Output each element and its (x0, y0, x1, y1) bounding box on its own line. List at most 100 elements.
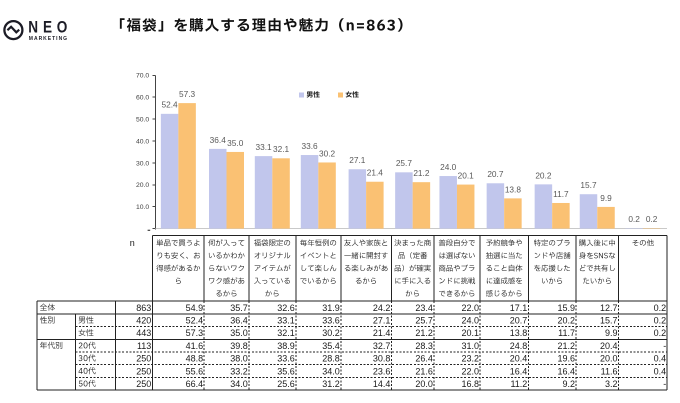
svg-text:30.8: 30.8 (373, 354, 391, 364)
svg-text:15.7: 15.7 (580, 180, 597, 190)
svg-text:20.2: 20.2 (557, 316, 575, 326)
svg-text:14.4: 14.4 (373, 379, 391, 389)
svg-text:28.8: 28.8 (322, 354, 340, 364)
svg-text:24.2: 24.2 (373, 303, 391, 313)
svg-text:21.2: 21.2 (415, 328, 433, 338)
svg-text:26.4: 26.4 (415, 354, 433, 364)
svg-text:15.7: 15.7 (600, 316, 618, 326)
svg-text:38.9: 38.9 (277, 341, 295, 351)
svg-text:13.8: 13.8 (505, 184, 522, 194)
svg-text:24.0: 24.0 (440, 162, 457, 172)
svg-text:34.0: 34.0 (230, 379, 248, 389)
svg-text:31.2: 31.2 (322, 379, 340, 389)
svg-text:15.9: 15.9 (557, 303, 575, 313)
svg-text:11.7: 11.7 (558, 328, 575, 338)
svg-text:17.1: 17.1 (510, 303, 528, 313)
svg-text:MARKETING: MARKETING (29, 36, 68, 42)
svg-text:0.2: 0.2 (654, 316, 667, 326)
svg-text:38.0: 38.0 (230, 354, 248, 364)
svg-text:41.6: 41.6 (186, 341, 204, 351)
svg-text:23.4: 23.4 (415, 303, 433, 313)
svg-text:35.4: 35.4 (322, 341, 340, 351)
svg-text:70.0: 70.0 (136, 73, 149, 80)
svg-text:33.6: 33.6 (301, 141, 318, 151)
svg-text:19.6: 19.6 (557, 354, 575, 364)
svg-text:250: 250 (136, 366, 151, 376)
svg-text:n: n (130, 238, 135, 248)
svg-text:57.3: 57.3 (186, 328, 204, 338)
svg-text:25.6: 25.6 (277, 379, 295, 389)
svg-text:0.2: 0.2 (654, 328, 667, 338)
svg-text:12.7: 12.7 (600, 303, 618, 313)
svg-text:52.4: 52.4 (162, 100, 179, 110)
svg-text:9.2: 9.2 (562, 379, 575, 389)
svg-text:30.2: 30.2 (322, 328, 340, 338)
svg-text:36.4: 36.4 (230, 316, 248, 326)
svg-text:16.8: 16.8 (461, 379, 479, 389)
svg-text:32.7: 32.7 (373, 341, 391, 351)
svg-text:35.0: 35.0 (227, 138, 244, 148)
svg-text:35.0: 35.0 (230, 328, 248, 338)
svg-text:35.6: 35.6 (277, 366, 295, 376)
svg-text:863: 863 (136, 303, 151, 313)
svg-text:20.2: 20.2 (535, 170, 552, 180)
svg-text:11.2: 11.2 (510, 379, 527, 389)
svg-text:20.0: 20.0 (136, 182, 149, 189)
svg-text:55.6: 55.6 (186, 366, 204, 376)
svg-text:54.9: 54.9 (186, 303, 204, 313)
svg-text:20.4: 20.4 (510, 354, 528, 364)
svg-text:13.8: 13.8 (510, 328, 528, 338)
svg-text:3.2: 3.2 (605, 379, 618, 389)
svg-text:9.9: 9.9 (605, 328, 618, 338)
svg-text:250: 250 (136, 354, 151, 364)
svg-text:20.1: 20.1 (461, 328, 479, 338)
svg-text:443: 443 (136, 328, 151, 338)
svg-text:23.6: 23.6 (373, 366, 391, 376)
svg-text:33.1: 33.1 (255, 142, 272, 152)
svg-text:32.1: 32.1 (277, 328, 295, 338)
svg-text:25.7: 25.7 (396, 158, 413, 168)
svg-text:16.4: 16.4 (557, 366, 575, 376)
svg-text:20.7: 20.7 (487, 169, 504, 179)
svg-text:16.4: 16.4 (510, 366, 528, 376)
svg-text:35.7: 35.7 (230, 303, 248, 313)
svg-text:24.0: 24.0 (461, 316, 479, 326)
svg-text:N: N (28, 18, 38, 37)
svg-text:30.0: 30.0 (136, 160, 149, 167)
svg-text:25.7: 25.7 (415, 316, 433, 326)
svg-text:20.1: 20.1 (458, 170, 475, 180)
svg-text:-: - (663, 379, 666, 389)
svg-text:60.0: 60.0 (136, 95, 149, 102)
svg-text:10.0: 10.0 (136, 204, 149, 211)
svg-text:0.2: 0.2 (654, 303, 667, 313)
svg-text:20.0: 20.0 (600, 354, 618, 364)
svg-text:32.6: 32.6 (277, 303, 295, 313)
svg-text:0.4: 0.4 (654, 354, 667, 364)
svg-text:32.1: 32.1 (273, 144, 290, 154)
svg-text:0.2: 0.2 (646, 214, 658, 224)
svg-text:24.8: 24.8 (510, 341, 528, 351)
svg-text:33.6: 33.6 (277, 354, 295, 364)
svg-text:57.3: 57.3 (179, 89, 196, 99)
svg-text:31.9: 31.9 (322, 303, 340, 313)
svg-text:27.1: 27.1 (373, 316, 391, 326)
svg-text:36.4: 36.4 (210, 135, 227, 145)
svg-text:E: E (43, 18, 52, 37)
svg-text:28.3: 28.3 (415, 341, 433, 351)
svg-text:20.7: 20.7 (510, 316, 528, 326)
svg-text:34.0: 34.0 (322, 366, 340, 376)
svg-text:250: 250 (136, 379, 151, 389)
svg-text:27.1: 27.1 (349, 155, 366, 165)
svg-text:113: 113 (137, 341, 151, 351)
svg-text:50.0: 50.0 (136, 117, 149, 124)
svg-text:20.0: 20.0 (415, 379, 433, 389)
svg-text:52.4: 52.4 (186, 316, 204, 326)
svg-text:O: O (57, 18, 68, 37)
svg-text:20.4: 20.4 (600, 341, 618, 351)
svg-text:11.7: 11.7 (553, 189, 569, 199)
svg-text:21.6: 21.6 (415, 366, 433, 376)
svg-text:21.4: 21.4 (373, 328, 391, 338)
svg-text:9.9: 9.9 (600, 193, 612, 203)
svg-text:0.2: 0.2 (628, 214, 640, 224)
svg-text:33.1: 33.1 (277, 316, 295, 326)
